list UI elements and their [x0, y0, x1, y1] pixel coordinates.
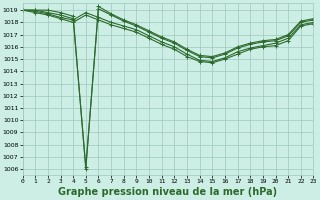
X-axis label: Graphe pression niveau de la mer (hPa): Graphe pression niveau de la mer (hPa) [59, 187, 277, 197]
